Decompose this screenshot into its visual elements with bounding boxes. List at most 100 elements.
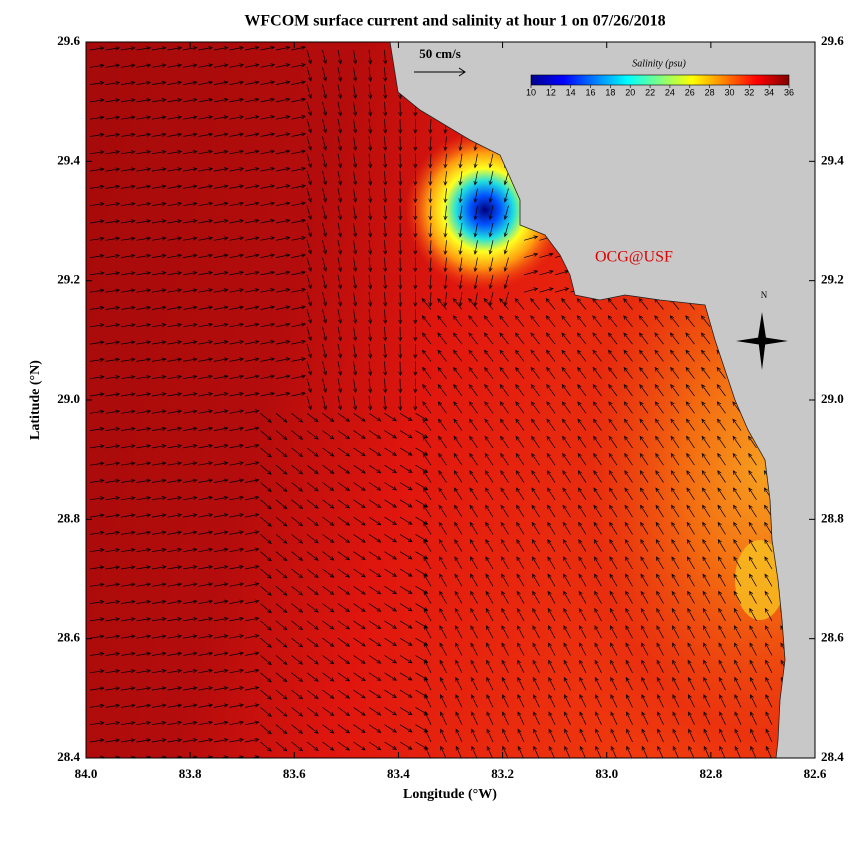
current-vector — [136, 738, 152, 743]
current-vector — [471, 745, 478, 758]
current-vector — [136, 253, 152, 258]
current-vector — [322, 655, 335, 665]
current-vector — [353, 67, 358, 82]
current-vector — [368, 551, 382, 560]
current-vector — [685, 366, 695, 379]
current-vector — [468, 366, 478, 379]
current-vector — [368, 413, 382, 422]
current-vector — [291, 741, 304, 752]
current-vector — [716, 401, 726, 414]
current-vector — [89, 600, 105, 605]
current-vector — [151, 444, 167, 449]
current-vector — [422, 418, 432, 431]
current-vector — [383, 378, 388, 394]
current-vector — [764, 607, 773, 622]
current-vector — [244, 478, 260, 483]
current-vector — [198, 236, 214, 241]
current-vector — [455, 728, 463, 743]
current-vector — [384, 464, 398, 474]
current-vector — [198, 374, 214, 380]
current-vector — [105, 357, 121, 362]
current-vector — [291, 184, 307, 189]
current-vector — [198, 582, 214, 587]
current-vector — [610, 711, 618, 725]
current-vector — [516, 607, 525, 622]
current-vector — [306, 378, 312, 393]
current-vector — [89, 444, 105, 449]
colorbar-tick-label: 16 — [586, 87, 596, 97]
x-tick-label: 83.6 — [283, 766, 306, 781]
current-vector — [120, 357, 136, 362]
current-vector — [501, 676, 509, 691]
current-vector — [439, 659, 447, 673]
x-tick-label: 82.8 — [699, 766, 722, 781]
current-vector — [337, 84, 343, 100]
current-vector — [732, 418, 742, 431]
current-vector — [229, 132, 245, 137]
current-vector — [306, 464, 319, 475]
current-vector — [260, 322, 276, 328]
current-vector — [413, 222, 418, 238]
current-vector — [438, 556, 447, 570]
current-vector — [89, 392, 105, 397]
current-vector — [398, 257, 403, 273]
current-vector — [428, 257, 433, 273]
current-vector — [229, 97, 245, 103]
current-vector — [669, 332, 680, 345]
current-vector — [244, 270, 260, 276]
colorbar-tick-label: 10 — [526, 87, 536, 97]
current-vector — [655, 470, 664, 483]
current-vector — [423, 556, 432, 570]
current-vector — [413, 136, 418, 152]
current-vector — [458, 171, 463, 186]
current-vector — [561, 401, 571, 414]
current-vector — [167, 253, 183, 258]
current-vector — [515, 452, 525, 466]
current-vector — [530, 366, 540, 379]
current-vector — [120, 426, 136, 431]
x-tick-label: 83.4 — [387, 766, 410, 781]
current-vector — [413, 361, 418, 377]
current-vector — [545, 332, 556, 345]
current-vector — [623, 332, 633, 345]
current-vector — [438, 504, 447, 518]
current-vector — [229, 322, 245, 328]
current-vector — [485, 539, 494, 552]
current-vector — [322, 603, 335, 613]
current-vector — [500, 470, 509, 483]
current-vector — [733, 504, 742, 518]
current-vector — [105, 46, 121, 51]
current-vector — [399, 482, 413, 491]
current-vector — [182, 132, 198, 137]
current-vector — [548, 676, 556, 691]
current-vector — [229, 565, 245, 570]
current-vector — [291, 166, 307, 172]
current-vector — [595, 694, 602, 708]
current-vector — [260, 464, 272, 475]
current-vector — [89, 703, 105, 708]
current-vector — [275, 637, 288, 648]
current-vector — [639, 470, 649, 483]
current-vector — [399, 534, 413, 543]
current-vector — [213, 63, 229, 68]
current-vector — [398, 101, 403, 117]
current-vector — [443, 274, 448, 290]
current-vector — [671, 625, 680, 639]
current-vector — [670, 366, 680, 379]
current-vector — [136, 150, 152, 155]
current-vector — [307, 759, 318, 767]
current-vector — [578, 573, 587, 587]
current-vector — [594, 590, 602, 604]
current-vector — [453, 470, 463, 483]
current-vector — [337, 361, 343, 376]
current-vector — [532, 642, 540, 656]
current-vector — [610, 642, 618, 656]
current-vector — [384, 620, 398, 629]
current-vector — [702, 573, 711, 587]
current-vector — [244, 288, 260, 293]
current-vector — [244, 426, 260, 431]
current-vector — [275, 620, 288, 631]
current-vector — [275, 184, 291, 189]
current-vector — [182, 149, 198, 155]
current-vector — [182, 236, 198, 241]
